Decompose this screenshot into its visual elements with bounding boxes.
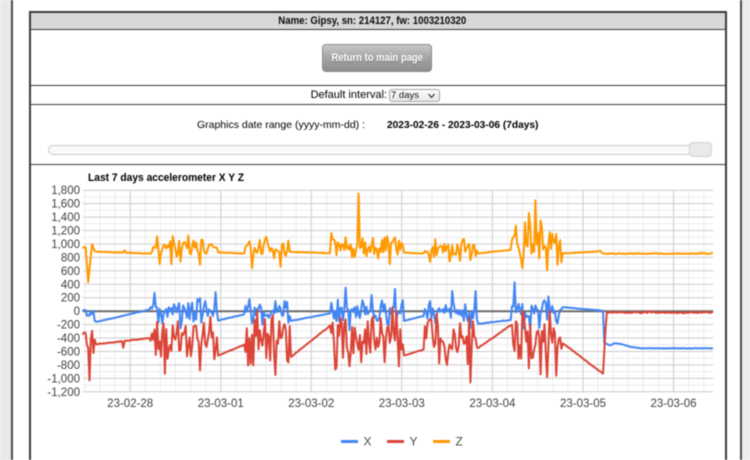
svg-text:-600: -600 [57,347,80,359]
svg-text:1,800: 1,800 [51,185,80,197]
svg-text:200: 200 [61,293,80,305]
svg-text:600: 600 [61,266,80,278]
svg-text:23-03-01: 23-03-01 [198,398,244,410]
svg-text:Z: Z [456,435,463,449]
svg-text:X: X [364,435,372,449]
svg-text:-800: -800 [57,360,80,372]
svg-text:-400: -400 [57,333,80,345]
svg-text:1,400: 1,400 [51,212,80,224]
svg-text:400: 400 [61,279,80,291]
svg-text:800: 800 [61,252,80,264]
svg-text:-200: -200 [57,320,80,332]
svg-text:1,600: 1,600 [51,199,80,211]
svg-text:1,200: 1,200 [51,226,80,238]
svg-text:0: 0 [74,306,80,318]
svg-text:-1,200: -1,200 [47,387,80,399]
svg-text:23-03-05: 23-03-05 [560,398,606,410]
svg-text:23-03-04: 23-03-04 [469,398,516,410]
svg-text:23-03-03: 23-03-03 [379,398,425,410]
svg-text:23-03-06: 23-03-06 [650,398,696,410]
svg-text:Y: Y [410,435,418,449]
svg-text:-1,000: -1,000 [47,373,80,385]
svg-text:23-03-02: 23-03-02 [288,398,334,410]
svg-text:1,000: 1,000 [51,239,80,251]
svg-text:23-02-28: 23-02-28 [107,398,153,410]
